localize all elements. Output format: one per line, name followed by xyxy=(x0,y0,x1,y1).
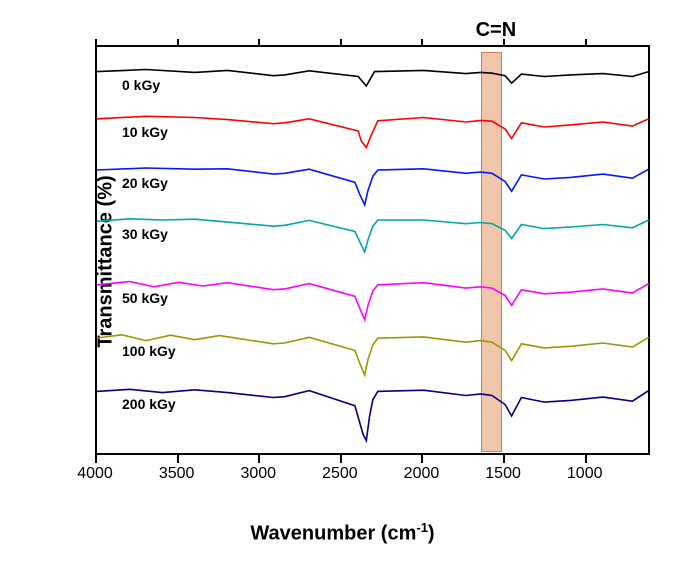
series-label: 20 kGy xyxy=(122,175,168,191)
series-label: 200 kGy xyxy=(122,396,176,412)
x-ticks: 4000350030002500200015001000 xyxy=(95,457,650,487)
series-label: 0 kGy xyxy=(122,77,160,93)
series-label: 100 kGy xyxy=(122,343,176,359)
plot-area: C=N 0 kGy10 kGy20 kGy30 kGy50 kGy100 kGy… xyxy=(95,45,650,455)
ftir-chart: Transmittance (%) C=N 0 kGy10 kGy20 kGy3… xyxy=(0,0,685,574)
highlight-label: C=N xyxy=(476,19,517,42)
series-label: 30 kGy xyxy=(122,226,168,242)
series-label: 50 kGy xyxy=(122,290,168,306)
spectra-svg xyxy=(97,47,652,457)
series-label: 10 kGy xyxy=(122,124,168,140)
x-axis-label: Wavenumber (cm-1) xyxy=(0,520,685,546)
